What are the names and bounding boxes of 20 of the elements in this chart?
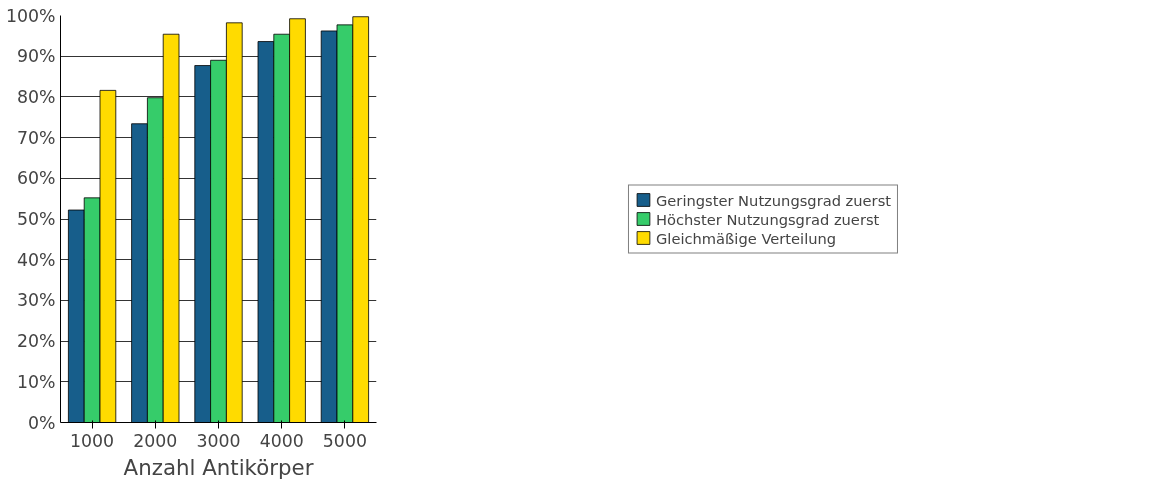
y-tick-label: 70% <box>16 127 56 148</box>
y-tick-label: 60% <box>16 168 56 189</box>
y-tick-label: 50% <box>16 209 56 229</box>
x-tick-label: 2000 <box>133 430 178 451</box>
y-tick-label: 0% <box>28 412 56 433</box>
x-tick-label: 1000 <box>70 430 115 451</box>
legend-label: Gleichmäßige Verteilung <box>655 229 837 246</box>
x-tick-label: 4000 <box>259 430 304 451</box>
y-tick-label: 40% <box>16 249 56 270</box>
y-tick-label: 30% <box>16 290 56 311</box>
y-tick-label: 10% <box>16 371 56 392</box>
x-tick-label: 3000 <box>196 430 241 451</box>
x-axis-title: Anzahl Antikörper <box>123 454 314 480</box>
y-tick-label: 90% <box>16 46 56 67</box>
y-tick-label: 20% <box>16 331 56 352</box>
legend-label: Geringster Nutzungsgrad zuerst <box>655 191 892 208</box>
legend-label: Höchster Nutzungsgrad zuerst <box>655 210 880 227</box>
y-tick-label: 100% <box>5 5 56 26</box>
x-tick-label: 5000 <box>322 430 367 451</box>
y-tick-label: 80% <box>16 86 56 107</box>
